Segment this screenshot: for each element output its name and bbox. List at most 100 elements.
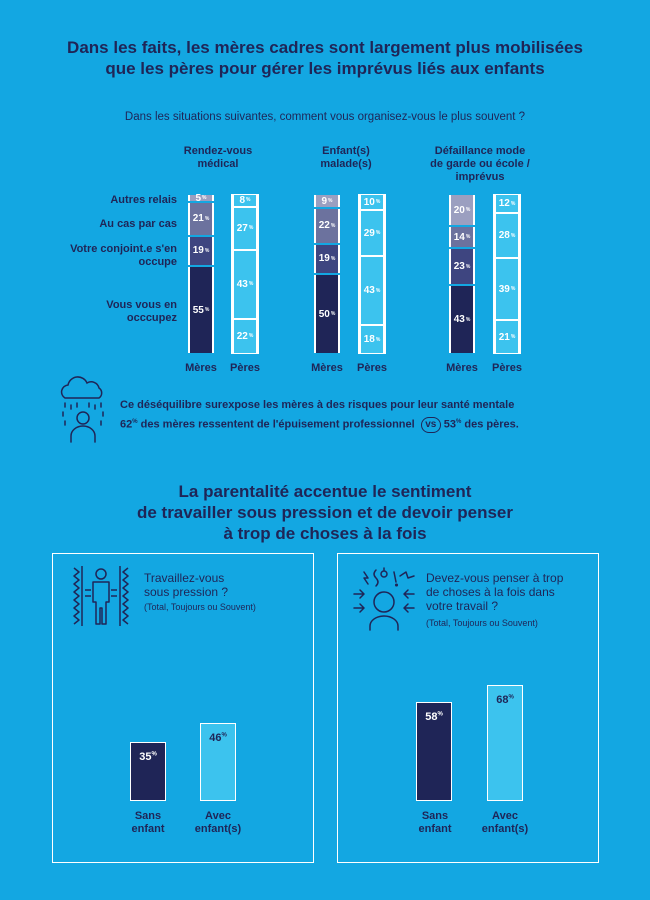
bar-segment-g3-meres-autres: 20%: [449, 195, 475, 225]
x-label-meres-2: Mères: [311, 362, 343, 374]
data-label-unit: %: [508, 694, 514, 701]
bar-segment-g3-peres-cas-par-cas: 28%: [493, 213, 521, 258]
data-label: 55: [192, 304, 204, 316]
data-label-unit: %: [248, 225, 254, 232]
bar-segment-g3-peres-conjoint: 39%: [493, 257, 521, 321]
page-title-line2: que les pères pour gérer les imprévus li…: [105, 59, 545, 78]
data-label-unit: %: [510, 286, 516, 293]
data-label-unit: %: [202, 195, 207, 201]
panel1-bar-2: 46%: [200, 722, 236, 801]
page-title: Dans les faits, les mères cadres sont la…: [0, 37, 650, 79]
data-label-unit: %: [375, 336, 381, 343]
group-title-3-line1: Défaillance mode: [434, 145, 526, 157]
data-label: 43: [363, 285, 375, 297]
group-title-1: Rendez-vous médical: [153, 145, 283, 171]
data-label-unit: %: [330, 255, 336, 262]
group-title-3-line2: de garde ou école /: [430, 158, 530, 170]
group-title-1-line2: médical: [197, 158, 239, 170]
data-label-unit: %: [510, 200, 516, 207]
panel2-xlabel-2-line1: Avec: [492, 810, 518, 822]
data-label: 68%: [496, 694, 514, 707]
panel1-note: (Total, Toujours ou Souvent): [144, 602, 256, 612]
insight-line2-end: des pères.: [461, 418, 519, 431]
bar-segment-g1-meres-cas-par-cas: 21%: [188, 203, 214, 235]
data-label: 10: [363, 196, 375, 208]
data-label-unit: %: [437, 711, 443, 718]
insight-line2-mid: des mères ressentent de l'épuisement pro…: [137, 418, 418, 431]
data-label: 23: [453, 261, 465, 273]
group-title-3-line3: imprévus: [455, 171, 505, 183]
data-label-unit: %: [375, 287, 381, 294]
panel1-question-line1: Travaillez-vous: [144, 571, 225, 585]
insight-line1: Ce déséquilibre surexpose les mères à de…: [120, 399, 515, 411]
data-label: 9: [321, 195, 328, 207]
data-label: 20: [453, 204, 465, 216]
vs-badge: vs: [420, 416, 441, 433]
data-label-unit: %: [330, 311, 336, 317]
insight-pct-2: %: [456, 419, 462, 425]
panel1-xlabel-2: Avec enfant(s): [178, 810, 258, 836]
panel1-question-line2: sous pression ?: [144, 585, 229, 599]
data-label-unit: %: [204, 307, 210, 313]
bar-segment-g2-peres-cas-par-cas: 29%: [358, 209, 386, 257]
panel2-bar-2: 68%: [487, 685, 523, 801]
row-label-autres-relais: Autres relais: [110, 194, 177, 206]
data-label: 35%: [139, 750, 157, 763]
panel1-xlabel-1-line2: enfant: [131, 823, 165, 835]
bar-segment-g1-peres-vous: 22%: [231, 318, 259, 354]
data-label: 43: [236, 278, 248, 290]
x-label-peres-1: Pères: [230, 362, 260, 374]
data-label-unit: %: [221, 732, 227, 739]
x-label-meres-3: Mères: [446, 362, 478, 374]
panel2-xlabel-2-line2: enfant(s): [481, 823, 529, 835]
page-subtitle: Dans les situations suivantes, comment v…: [124, 111, 526, 123]
rain-cloud-person-icon: [60, 376, 104, 443]
group-title-2-line2: malade(s): [320, 158, 372, 170]
bar-segment-g3-meres-cas-par-cas: 14%: [449, 227, 475, 248]
data-label: 19: [192, 245, 204, 257]
data-label-unit: %: [248, 333, 254, 340]
bar-segment-g2-meres-autres: 9%: [314, 195, 340, 208]
data-label: 43: [453, 314, 465, 326]
data-label-unit: %: [465, 207, 471, 213]
bar-segment-g2-meres-vous: 50%: [314, 275, 340, 353]
data-label: 50: [318, 308, 330, 320]
group-title-2-line1: Enfant(s): [322, 145, 370, 157]
panel-pressure: [52, 553, 314, 863]
row-label-au-cas-par-cas: Au cas par cas: [99, 218, 177, 230]
bar-segment-g2-peres-vous: 18%: [358, 325, 386, 354]
data-label-unit: %: [375, 199, 381, 205]
section2-title-line2: de travailler sous pression et de devoir…: [136, 503, 514, 522]
data-label: 21: [498, 331, 510, 343]
section2-title-line1: La parentalité accentue le sentiment: [178, 482, 472, 501]
panel1-question: Travaillez-vous sous pression ?: [144, 571, 304, 599]
group-title-3: Défaillance mode de garde ou école / imp…: [415, 145, 545, 184]
panel1-bar-1: 35%: [130, 741, 166, 801]
panel2-question-line1: Devez-vous penser à trop: [426, 571, 564, 585]
data-label-unit: %: [465, 234, 471, 241]
data-label-unit: %: [248, 281, 254, 288]
panel2-xlabel-2: Avec enfant(s): [465, 810, 545, 836]
data-label-unit: %: [375, 230, 381, 237]
panel2-bar-1: 58%: [416, 702, 452, 801]
section2-title: La parentalité accentue le sentiment de …: [0, 481, 650, 544]
bar-segment-g1-peres-autres: 8%: [231, 194, 259, 207]
insight-fathers-value: 53: [443, 418, 456, 431]
bar-segment-g1-peres-conjoint: 43%: [231, 250, 259, 319]
panel1-xlabel-2-line2: enfant(s): [194, 823, 242, 835]
panel2-question-line3: votre travail ?: [426, 599, 499, 613]
panel2-question: Devez-vous penser à trop de choses à la …: [426, 571, 596, 613]
data-label: 19: [318, 253, 330, 265]
x-label-peres-2: Pères: [357, 362, 387, 374]
section2-title-line3: à trop de choses à la fois: [223, 524, 427, 543]
data-label-unit: %: [204, 247, 210, 254]
data-label-unit: %: [510, 334, 516, 341]
bar-segment-g1-peres-cas-par-cas: 27%: [231, 206, 259, 250]
data-label: 8: [239, 194, 246, 206]
data-label-unit: %: [328, 198, 333, 205]
group-title-2: Enfant(s) malade(s): [281, 145, 411, 171]
panel2-note: (Total, Toujours ou Souvent): [426, 618, 538, 628]
data-label: 29: [363, 227, 375, 239]
data-label: 21: [192, 213, 204, 225]
stacked-bar-chart: 55% 19% 21% 5% 22% 43% 27% 8% 50% 19% 22% 9% 18% 43% 2…: [0, 0, 650, 380]
